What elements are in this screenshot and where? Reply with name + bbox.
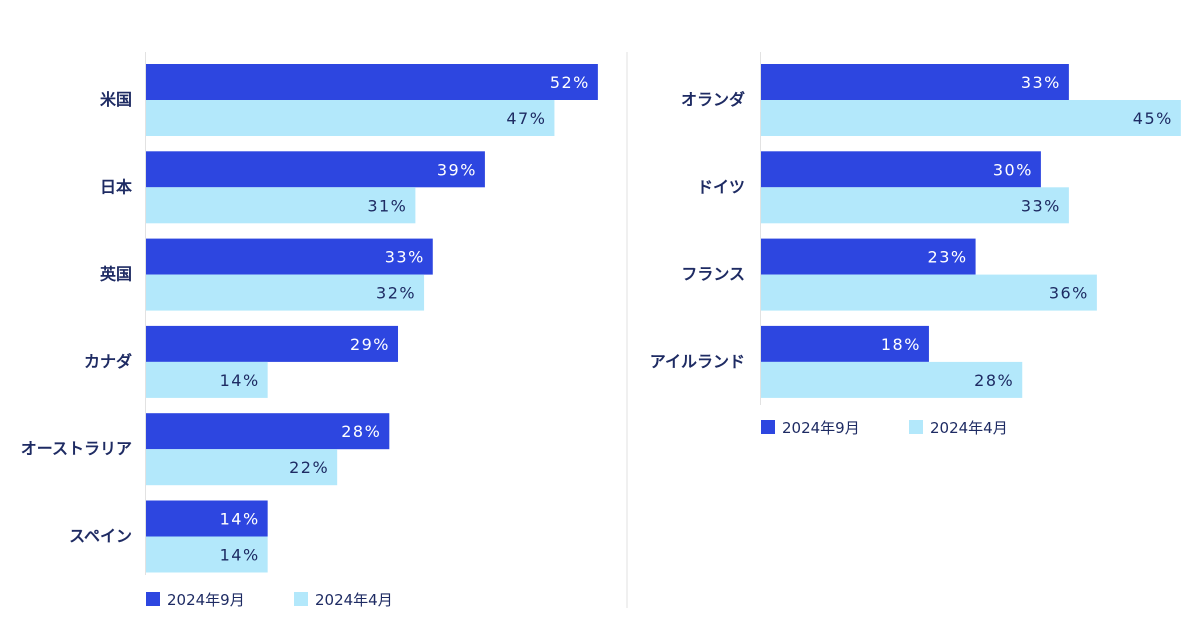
category-label: 日本 [100,177,132,196]
category-label: スペイン [69,527,132,546]
data-label: 36% [1049,284,1089,303]
data-label: 22% [289,458,329,477]
data-label: 28% [974,371,1014,390]
data-label: 14% [220,510,260,529]
bar-apr [761,361,1023,398]
data-label: 31% [367,196,407,215]
legend-label: 2024年4月 [315,591,393,609]
bar-sep [146,325,399,362]
legend-label: 2024年9月 [782,419,860,437]
data-label: 33% [1021,73,1061,92]
legend-swatch [294,592,308,606]
bar-apr [761,100,1181,136]
bar-apr [146,274,425,311]
category-label: オーストラリア [21,439,132,458]
bar-sep [761,325,929,362]
bar-apr [146,361,268,398]
bar-sep [761,151,1041,188]
category-label: 米国 [100,90,132,109]
data-label: 33% [1021,196,1061,215]
category-label: 英国 [99,265,132,284]
legend-swatch [761,420,775,434]
bar-sep [761,64,1069,100]
bar-sep [761,238,976,275]
bar-sep [146,500,268,537]
category-label: アイルランド [650,352,745,371]
category-label: フランス [681,265,745,284]
bar-sep [146,64,598,100]
bar-apr [146,536,268,573]
bar-sep [146,238,433,275]
data-label: 33% [385,248,425,267]
data-label: 18% [881,335,921,354]
data-label: 39% [437,160,477,179]
data-label: 47% [506,109,546,128]
category-label: オランダ [681,90,745,109]
legend-swatch [146,592,160,606]
bar-apr [761,274,1097,311]
data-label: 32% [376,284,416,303]
data-label: 14% [220,371,260,390]
data-label: 14% [220,546,260,565]
bar-apr [146,187,416,224]
data-label: 52% [550,73,590,92]
data-label: 23% [928,248,968,267]
legend-swatch [909,420,923,434]
legend-label: 2024年9月 [167,591,245,609]
bar-sep [146,151,485,188]
bar-apr [146,100,555,136]
data-label: 29% [350,335,390,354]
bar-apr [146,449,338,486]
category-label: ドイツ [697,177,745,196]
legend-label: 2024年4月 [930,419,1008,437]
data-label: 30% [993,160,1033,179]
data-label: 28% [341,422,381,441]
bar-apr [761,187,1069,224]
bar-sep [146,413,390,450]
category-label: カナダ [84,352,132,371]
data-label: 45% [1133,109,1173,128]
